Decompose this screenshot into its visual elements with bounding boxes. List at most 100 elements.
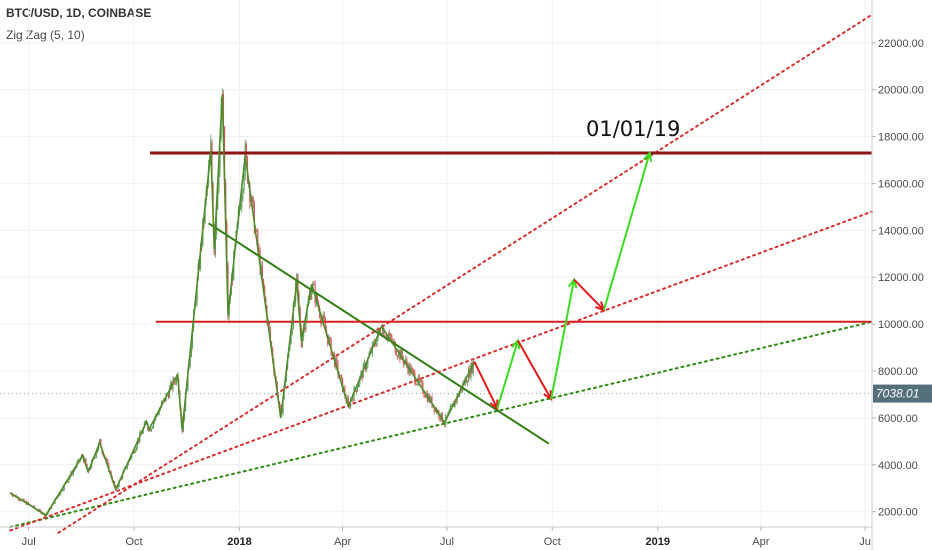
time-tick-label: 2018 <box>227 536 251 548</box>
candle-body <box>397 355 399 357</box>
price-tick-label: 22000.00 <box>878 38 924 50</box>
candle-body <box>89 467 92 470</box>
candle-body <box>422 382 424 394</box>
candle-body <box>243 176 245 190</box>
candle-body <box>423 393 425 396</box>
time-tick-label: Apr <box>334 536 351 548</box>
candle-body <box>12 494 14 497</box>
candle-body <box>340 375 343 378</box>
price-tag-box <box>873 384 932 403</box>
candle-body <box>372 341 375 343</box>
candle-body <box>190 346 192 358</box>
candle-body <box>415 383 417 385</box>
projection-arrow-red <box>473 361 499 411</box>
candle-body <box>446 415 448 417</box>
candle-body <box>135 447 137 451</box>
candle-body <box>32 505 34 507</box>
candle-body <box>210 142 212 157</box>
dotted-trendline-1 <box>9 320 873 528</box>
candle-body <box>311 288 313 300</box>
candle-body <box>405 359 407 362</box>
candle-body <box>337 362 339 376</box>
candle-body <box>386 334 388 339</box>
candle-body <box>189 357 191 367</box>
candle-body <box>87 468 89 470</box>
candle-body <box>466 381 469 383</box>
price-tick-label: 12000.00 <box>878 272 924 284</box>
projection-arrow-green <box>602 150 653 311</box>
candle-body <box>134 450 136 453</box>
candle-body <box>251 196 253 202</box>
price-axis[interactable] <box>0 0 873 550</box>
candle-body <box>416 384 418 385</box>
candle-body <box>454 400 456 407</box>
candle-body <box>324 321 327 330</box>
candle-body <box>347 397 349 404</box>
candle-body <box>390 333 392 339</box>
candle-body <box>469 368 471 378</box>
candle-body <box>113 481 116 486</box>
last-price-tag: 7038.01 <box>873 384 932 403</box>
candle-body <box>141 433 143 435</box>
candle-body <box>130 458 132 460</box>
candle-body <box>133 450 135 453</box>
price-tag-value: 7038.01 <box>876 387 919 401</box>
candle-body <box>107 460 109 464</box>
candle-body <box>452 403 454 406</box>
time-tick-label: Ju <box>859 536 871 548</box>
candle-body <box>252 196 254 204</box>
projection-arrow-red <box>573 278 606 312</box>
candle-body <box>346 397 348 402</box>
candle-body <box>298 293 300 309</box>
candle-body <box>449 406 451 411</box>
candle-body <box>430 397 432 403</box>
projection-arrow-red <box>517 340 553 402</box>
candle-body <box>268 321 270 331</box>
date-annotation: 01/01/19 <box>586 117 680 141</box>
candle-body <box>468 368 470 382</box>
candle-body <box>105 459 108 461</box>
price-tick-label: 18000.00 <box>878 132 924 144</box>
candle-body <box>367 357 369 366</box>
price-tick-label: 10000.00 <box>878 319 924 331</box>
price-tick-label: 6000.00 <box>878 413 918 425</box>
candle-body <box>22 498 24 500</box>
candle-body <box>450 405 453 407</box>
price-axis-labels: 2000.00 4000.00 6000.00 8000.00 10000.00 1200… <box>872 38 924 519</box>
drawing-layer[interactable] <box>9 13 873 534</box>
candle-body <box>313 283 315 285</box>
candle-body <box>301 336 304 347</box>
candle-body <box>439 417 441 420</box>
candle-body <box>214 234 217 255</box>
price-tick-label: 2000.00 <box>878 507 918 519</box>
projection-arrow-green <box>496 338 521 409</box>
candle-body <box>417 376 419 385</box>
candle-body <box>424 395 426 398</box>
candle-body <box>245 143 247 157</box>
price-tick-label: 16000.00 <box>878 178 924 190</box>
projection-arrows[interactable] <box>473 150 653 411</box>
candle-body <box>401 350 403 359</box>
candle-body <box>350 400 352 408</box>
candle-body <box>264 286 266 298</box>
candle-body <box>61 490 63 492</box>
zigzag-line <box>9 94 476 517</box>
candle-body <box>376 337 378 346</box>
candle-body <box>309 294 312 300</box>
candle-body <box>67 482 69 483</box>
price-tick-label: 20000.00 <box>878 85 924 97</box>
candle-body <box>41 513 43 515</box>
chart-grid <box>0 0 872 527</box>
candle-body <box>219 138 221 172</box>
candle-body <box>136 440 139 448</box>
candle-body <box>69 476 71 479</box>
candle-body <box>126 465 128 469</box>
candle-body <box>191 328 194 347</box>
candle-body <box>375 344 377 346</box>
candle-body <box>419 380 422 382</box>
candle-body <box>157 414 159 416</box>
candle-body <box>472 361 474 374</box>
candle-body <box>355 390 357 392</box>
candle-body <box>257 230 259 249</box>
